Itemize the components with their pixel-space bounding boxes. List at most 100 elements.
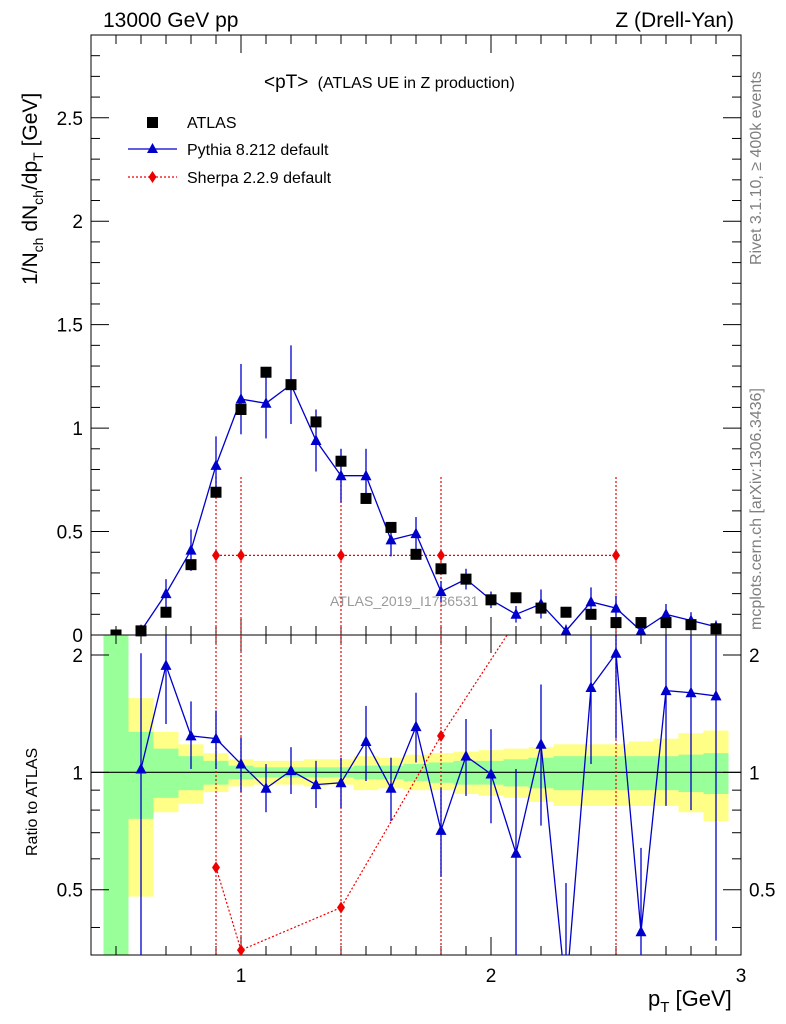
atlas-marker	[285, 379, 297, 391]
ratio-pythia-marker	[360, 735, 372, 746]
ratio-pythia-marker	[260, 782, 272, 793]
sherpa-marker	[237, 549, 245, 562]
legend-sherpa-label: Sherpa 2.2.9 default	[187, 170, 332, 187]
main-y-tick-label: 1	[72, 419, 83, 440]
atlas-marker	[310, 416, 322, 428]
atlas-marker	[410, 548, 422, 560]
atlas-marker	[710, 623, 722, 635]
ratio-pythia-marker	[435, 824, 447, 835]
ratio-pythia-marker	[285, 764, 297, 776]
pythia-marker	[185, 544, 197, 555]
ratio-pythia-marker	[385, 782, 397, 793]
ratio-y-tick-label-right: 2	[749, 646, 760, 667]
pythia-marker	[410, 527, 422, 539]
atlas-marker	[185, 559, 197, 571]
atlas-marker	[635, 617, 647, 629]
ratio-y-tick-label: 1	[72, 763, 83, 784]
ratio-pythia-marker	[585, 681, 597, 693]
ratio-pythia-marker	[510, 847, 522, 858]
pythia-marker	[610, 602, 622, 613]
x-tick-label: 2	[486, 966, 497, 987]
ratio-y-tick-label: 2	[72, 646, 83, 667]
x-tick-label: 3	[736, 966, 747, 987]
pythia-marker	[260, 397, 272, 408]
pythia-marker	[210, 459, 222, 470]
atlas-marker	[435, 563, 447, 575]
atlas-marker	[135, 625, 147, 637]
legend-atlas-label: ATLAS	[187, 115, 237, 132]
pythia-marker	[435, 585, 447, 597]
main-y-tick-label: 0.5	[57, 523, 83, 544]
rivet-version-label: Rivet 3.1.10, ≥ 400k events	[748, 71, 765, 265]
legend-atlas-marker	[147, 117, 158, 128]
ratio-y-tick-label-right: 1	[749, 763, 760, 784]
ratio-pythia-marker	[610, 647, 622, 658]
atlas-marker	[560, 606, 572, 618]
atlas-series	[110, 366, 722, 641]
ratio-pythia-marker	[160, 659, 172, 670]
ratio-pythia-marker	[660, 684, 672, 696]
pythia-marker	[160, 587, 172, 599]
sherpa-marker	[337, 549, 345, 562]
pythia-marker	[335, 469, 347, 481]
ratio-pythia-marker	[210, 732, 222, 744]
atlas-marker	[485, 594, 497, 606]
ratio-y-tick-label: 0.5	[57, 881, 83, 902]
ratio-pythia-marker	[410, 720, 422, 732]
atlas-marker	[385, 521, 397, 533]
main-y-axis-label: 1/Nch dNch/dpT [GeV]	[19, 93, 46, 285]
chart-title-main: <pT>	[264, 72, 308, 93]
atlas-marker	[660, 617, 672, 629]
atlas-marker	[360, 492, 372, 504]
main-y-tick-label: 0	[72, 626, 83, 647]
pythia-series	[135, 345, 722, 636]
sherpa-marker	[212, 549, 220, 562]
pythia-marker	[510, 608, 522, 619]
legend: ATLAS Pythia 8.212 default Sherpa 2.2.9 …	[128, 115, 332, 187]
atlas-marker	[460, 573, 472, 585]
ratio-sherpa-marker	[237, 944, 245, 957]
atlas-marker	[510, 592, 522, 604]
ratio-pythia-line	[140, 651, 717, 955]
ratio-pythia-marker	[335, 776, 347, 788]
atlas-marker	[685, 619, 697, 631]
pythia-marker	[235, 393, 247, 404]
ratio-pythia-marker	[135, 762, 147, 774]
ratio-sherpa-line	[215, 635, 508, 951]
source-label: mcplots.cern.ch [arXiv:1306.3436]	[748, 388, 765, 630]
ratio-sherpa-marker	[212, 861, 220, 874]
ratio-sherpa-marker	[437, 729, 445, 742]
sherpa-marker	[437, 549, 445, 562]
ratio-pythia-marker	[535, 738, 547, 749]
process-label: Z (Drell-Yan)	[615, 9, 734, 32]
atlas-marker	[335, 455, 347, 467]
ratio-pythia-series	[135, 635, 722, 955]
pythia-marker	[660, 608, 672, 619]
pythia-marker	[310, 434, 322, 446]
atlas-marker	[210, 486, 222, 498]
legend-pythia-marker	[147, 143, 158, 153]
pythia-marker	[360, 469, 372, 481]
ratio-y-axis-label: Ratio to ATLAS	[24, 748, 41, 856]
ratio-band-inner	[153, 748, 179, 798]
ratio-y-tick-label-right: 0.5	[749, 881, 775, 902]
ratio-pythia-marker	[635, 925, 647, 937]
ratio-pythia-marker	[185, 729, 197, 741]
atlas-marker	[235, 403, 247, 415]
sherpa-marker	[612, 549, 620, 562]
chart-title-sub: (ATLAS UE in Z production)	[318, 75, 515, 92]
atlas-marker	[160, 606, 172, 618]
ratio-band-inner	[603, 756, 629, 791]
ratio-pythia-marker	[310, 778, 322, 790]
ratio-band-inner	[628, 756, 654, 791]
ratio-pythia-marker	[485, 768, 497, 779]
x-axis-label: pT [GeV]	[648, 986, 732, 1016]
pythia-marker	[585, 595, 597, 607]
atlas-marker	[585, 608, 597, 620]
ratio-pythia-marker	[710, 689, 722, 701]
ratio-uncertainty-bands	[103, 635, 729, 955]
x-tick-label: 1	[236, 966, 247, 987]
chart-title: <pT> (ATLAS UE in Z production)	[264, 72, 515, 93]
atlas-marker	[535, 602, 547, 614]
